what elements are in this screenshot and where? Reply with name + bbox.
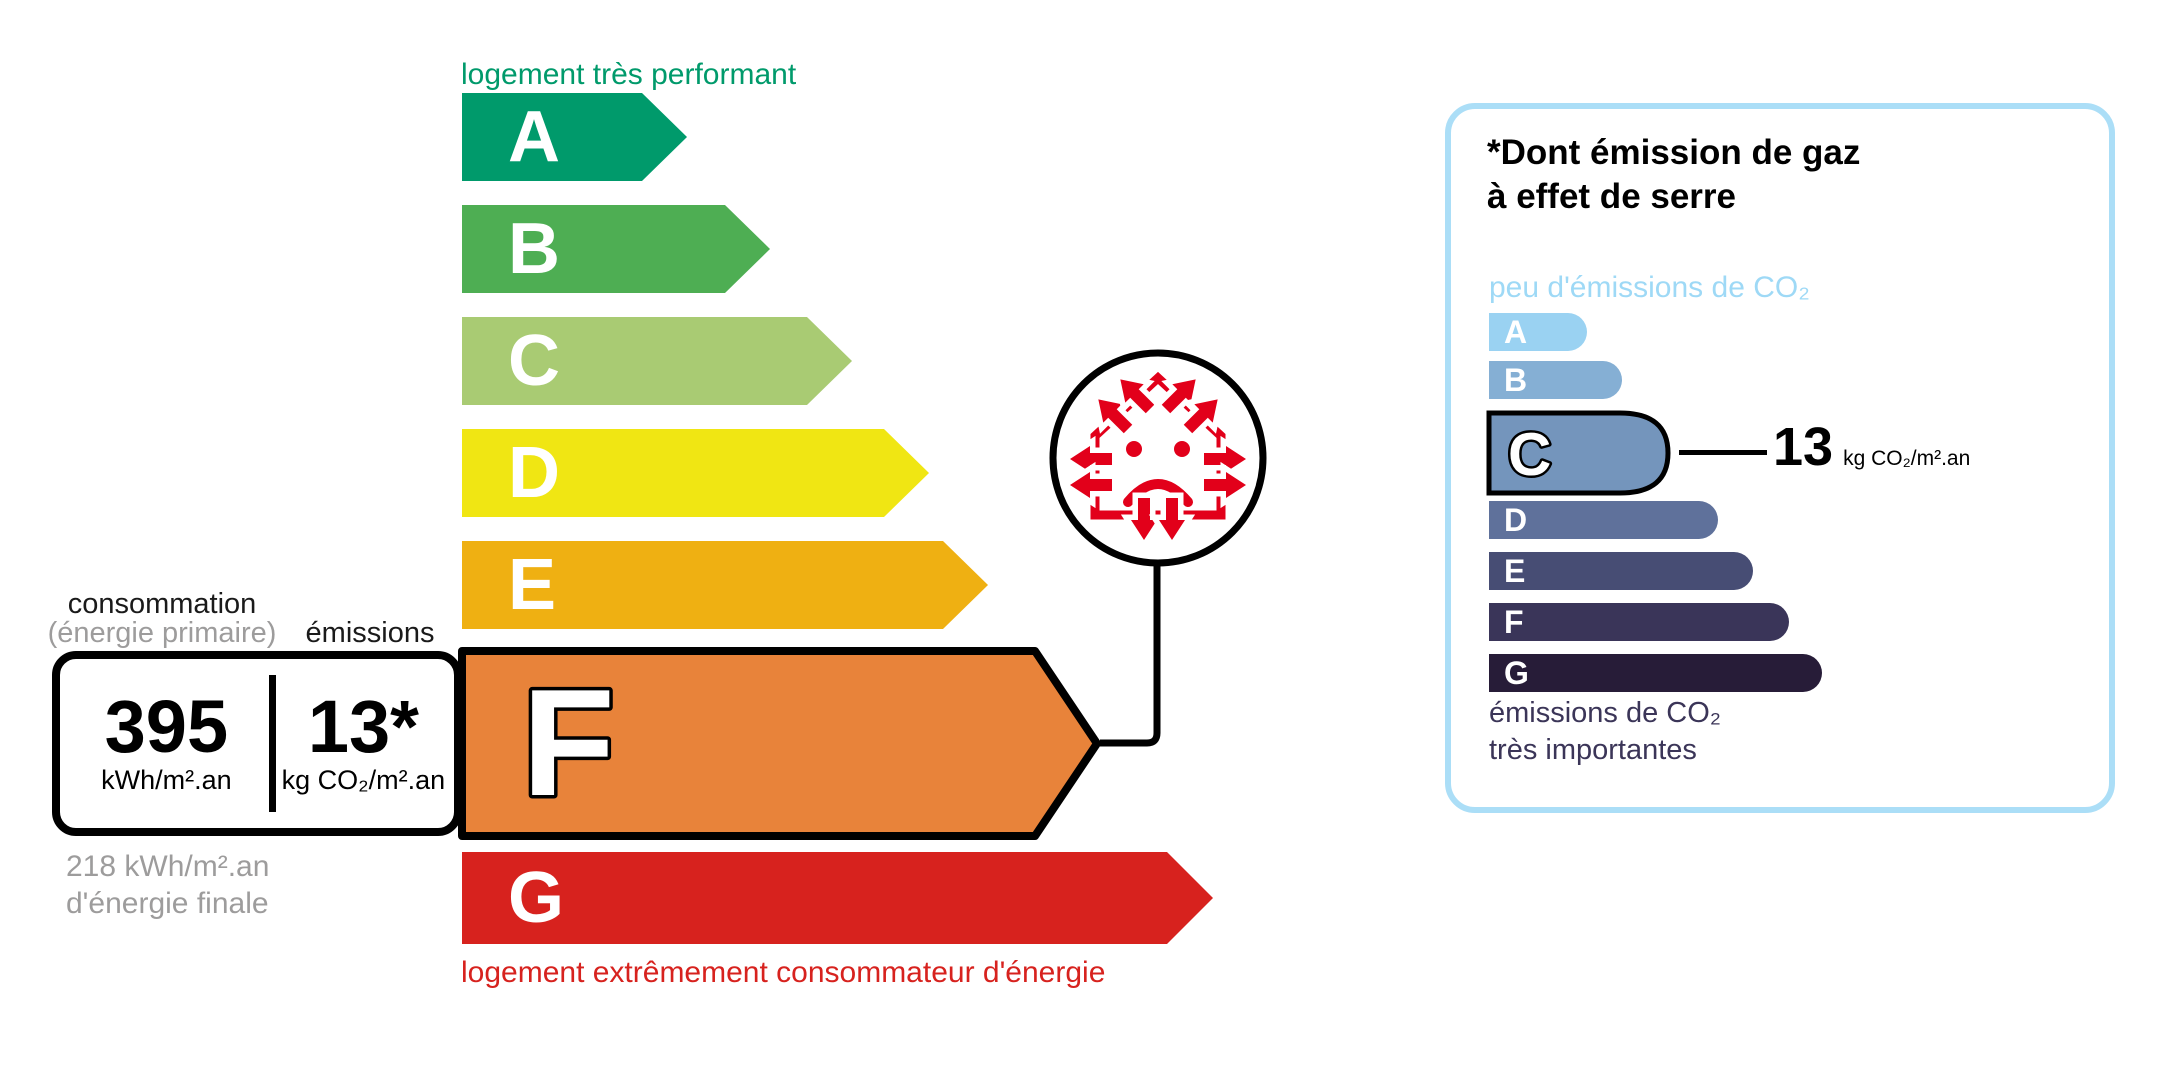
co2-high-emissions-line1: émissions de CO₂ [1489, 697, 1722, 729]
co2-class-e-letter: E [1504, 553, 1526, 589]
values-divider [268, 675, 276, 812]
energy-class-f-shape [458, 647, 1101, 840]
co2-class-f-bar: F [1489, 603, 1789, 641]
emissions-value: 13* [307, 685, 419, 768]
co2-class-a-letter: A [1504, 314, 1528, 350]
final-energy-note: 218 kWh/m².an d'énergie finale [66, 848, 269, 922]
final-energy-line1: 218 kWh/m².an [66, 850, 270, 883]
consumption-unit: kWh/m².an [101, 765, 232, 795]
co2-high-emissions-line2: très importantes [1489, 734, 1697, 766]
co2-class-f-letter: F [1504, 604, 1524, 640]
co2-class-e-bar: E [1489, 552, 1753, 590]
energy-class-g-arrow: G [462, 852, 1213, 944]
co2-class-d-letter: D [1504, 502, 1528, 538]
top-performance-label: logement très performant [461, 58, 797, 91]
co2-emissions-panel: *Dont émission de gaz à effet de serre p… [1445, 103, 2115, 813]
energy-class-b-arrow: B [462, 205, 770, 293]
co2-panel-title-line1: *Dont émission de gaz [1487, 133, 1861, 172]
co2-class-c-shape [1486, 410, 1671, 496]
energy-class-c-letter: C [508, 321, 560, 401]
co2-class-g-bar: G [1489, 654, 1822, 692]
values-box: 395 kWh/m².an 13* kg CO₂/m².an [52, 651, 462, 836]
co2-class-g-letter: G [1504, 655, 1529, 691]
consumption-label: consommation [67, 588, 257, 620]
energy-class-d-arrow: D [462, 429, 929, 517]
energy-class-f-arrow-current: F [458, 647, 1101, 840]
sad-house-icon [1049, 349, 1267, 567]
energy-class-f-letter: F [522, 658, 615, 828]
co2-low-emissions-label: peu d'émissions de CO₂ [1489, 271, 1810, 304]
f-to-icon-connector [1100, 563, 1161, 747]
co2-panel-title: *Dont émission de gaz à effet de serre [1487, 131, 1860, 219]
consumption-value: 395 [104, 685, 229, 768]
co2-value: 13 [1773, 417, 1834, 477]
emissions-unit: kg CO₂/m².an [281, 765, 446, 795]
co2-class-c-bar-current: C [1486, 410, 1671, 496]
co2-class-b-letter: B [1504, 362, 1528, 398]
primary-energy-sublabel: (énergie primaire) [47, 617, 277, 649]
energy-class-a-letter: A [508, 97, 560, 177]
energy-class-e-arrow: E [462, 541, 988, 629]
co2-class-d-bar: D [1489, 501, 1718, 539]
co2-value-row: 13 kg CO₂/m².an [1773, 420, 1970, 474]
co2-class-c-letter: C [1508, 421, 1551, 488]
co2-high-emissions-label: émissions de CO₂ très importantes [1489, 695, 1721, 769]
emissions-cell: 13* kg CO₂/m².an [273, 659, 454, 828]
co2-value-unit: kg CO₂/m².an [1843, 447, 1971, 470]
co2-value-connector-line [1679, 450, 1767, 455]
energy-class-g-letter: G [508, 858, 565, 938]
emissions-label: émissions [305, 617, 435, 649]
energy-class-b-letter: B [508, 209, 560, 289]
energy-class-a-arrow: A [462, 93, 687, 181]
co2-class-a-bar: A [1489, 313, 1587, 351]
energy-class-e-letter: E [508, 545, 557, 625]
co2-class-b-bar: B [1489, 361, 1622, 399]
bottom-performance-label: logement extrêmement consommateur d'éner… [461, 956, 1106, 989]
final-energy-line2: d'énergie finale [66, 887, 269, 920]
consumption-cell: 395 kWh/m².an [60, 659, 273, 828]
energy-class-c-arrow: C [462, 317, 852, 405]
energy-class-d-letter: D [508, 433, 560, 513]
co2-panel-title-line2: à effet de serre [1487, 177, 1737, 216]
